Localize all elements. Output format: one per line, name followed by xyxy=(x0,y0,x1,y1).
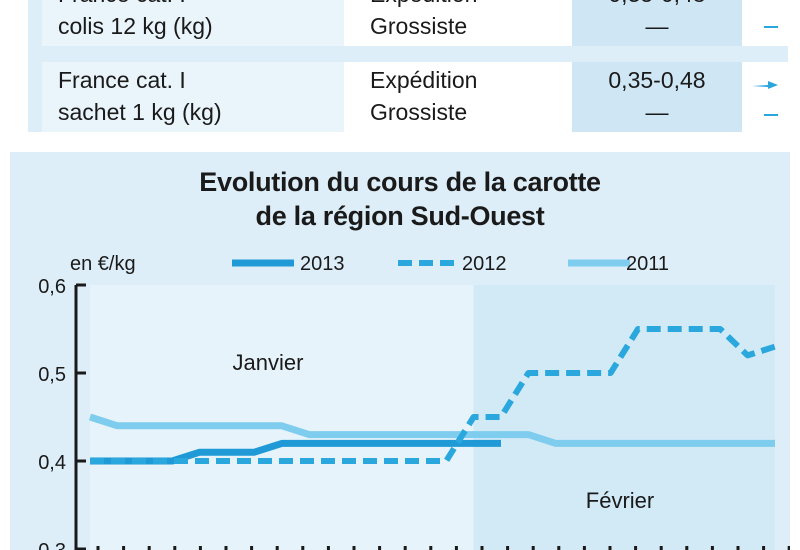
price-line1: 0,35-0,48 xyxy=(572,0,742,10)
stage-line1: Expédition xyxy=(370,67,478,93)
product-cell: France cat. I sachet 1 kg (kg) xyxy=(42,62,344,132)
price-line2: — xyxy=(645,13,669,39)
trend-cell xyxy=(742,0,788,46)
series-line-2012 xyxy=(90,326,776,464)
product-line1: France cat. I xyxy=(58,67,186,93)
stage-line2: Grossiste xyxy=(370,99,468,125)
trend-cell xyxy=(742,62,788,132)
line-chart: Janvier Février 0,3 0,4 0,5 0,6 xyxy=(38,276,790,550)
price-cell: 0,35-0,48 — xyxy=(572,0,742,46)
chart-panel: Evolution du cours de la carotte de la r… xyxy=(10,152,790,550)
stage-line1: Expédition xyxy=(370,0,477,10)
product-cell: France cat. I colis 12 kg (kg) xyxy=(42,0,344,46)
table-row: France cat. I sachet 1 kg (kg) Expéditio… xyxy=(28,62,788,132)
price-cell: 0,35-0,48 — xyxy=(572,62,742,132)
stage-line2: Grossiste xyxy=(370,13,468,39)
y-axis-unit-label: en €/kg xyxy=(70,253,136,275)
y-tick-label: 0,4 xyxy=(38,452,66,474)
y-tick-label: 0,5 xyxy=(38,364,66,386)
series-line-2011 xyxy=(88,413,775,447)
trend-stable-icon xyxy=(764,26,778,28)
chart-title-line2: de la région Sud-Ouest xyxy=(255,201,545,231)
chart-title-line1: Evolution du cours de la carotte xyxy=(199,167,601,197)
y-tick-label: 0,6 xyxy=(38,276,66,298)
legend-label-2013: 2013 xyxy=(300,253,345,275)
trend-stable-icon xyxy=(764,114,778,116)
legend-label-2012: 2012 xyxy=(462,253,507,275)
legend-label-2011: 2011 xyxy=(626,253,670,275)
product-line2: sachet 1 kg (kg) xyxy=(58,99,222,125)
chart-legend xyxy=(232,259,630,267)
product-line1: France cat. I xyxy=(58,0,186,10)
january-band xyxy=(90,285,474,550)
period-label-fevrier: Février xyxy=(586,488,654,513)
price-table: France cat. I colis 12 kg (kg) Expéditio… xyxy=(28,0,788,132)
y-tick-label: 0,3 xyxy=(38,540,66,550)
product-line2: colis 12 kg (kg) xyxy=(58,13,213,39)
period-label-janvier: Janvier xyxy=(233,350,304,375)
price-line2: — xyxy=(645,99,669,125)
stage-cell: Expédition Grossiste xyxy=(344,0,572,46)
series-line-2013 xyxy=(90,439,501,465)
stage-cell: Expédition Grossiste xyxy=(344,62,572,132)
table-row: France cat. I colis 12 kg (kg) Expéditio… xyxy=(28,0,788,46)
february-band xyxy=(473,285,775,550)
trend-up-arrow-icon xyxy=(752,81,778,89)
price-line1: 0,35-0,48 xyxy=(608,67,706,93)
